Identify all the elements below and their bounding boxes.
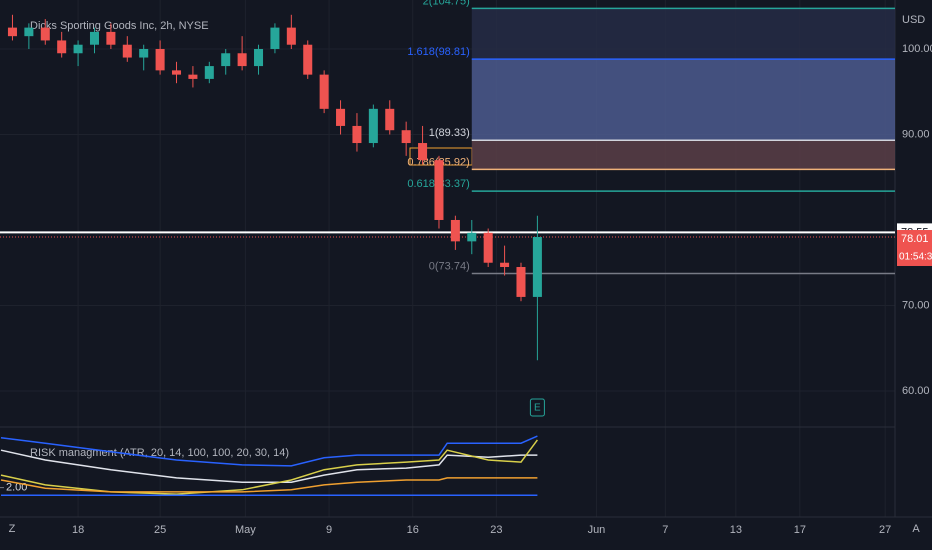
candle-body xyxy=(7,27,17,37)
candle-body xyxy=(270,27,280,49)
event-label: E xyxy=(534,403,541,414)
candle-body xyxy=(139,48,149,58)
candle-body xyxy=(483,232,493,263)
candle-body xyxy=(467,232,477,242)
candle-body xyxy=(73,44,83,54)
candle-body xyxy=(24,27,34,37)
indicator-line xyxy=(0,477,538,493)
candle-body xyxy=(188,74,198,79)
y-tick-label: 60.00 xyxy=(902,385,930,397)
countdown-label: 01:54:31 xyxy=(899,252,932,263)
x-tick-label: Jun xyxy=(588,524,606,536)
candle-body xyxy=(434,160,444,220)
y-tick-label: 70.00 xyxy=(902,299,930,311)
y-tick-label: 90.00 xyxy=(902,128,930,140)
y-tick-label: 100.00 xyxy=(902,43,932,55)
candle-body xyxy=(303,44,313,75)
fib-label: 1.618(98.81) xyxy=(407,46,469,58)
candle-body xyxy=(450,219,460,242)
candle-body xyxy=(155,48,165,71)
candle-body xyxy=(532,236,542,297)
candle-body xyxy=(122,44,132,58)
toolbar-button[interactable]: Z xyxy=(9,523,16,535)
x-tick-label: 13 xyxy=(730,524,742,536)
candle-body xyxy=(418,143,428,161)
indicator-line xyxy=(0,449,538,483)
price-tag xyxy=(897,229,932,266)
candle-body xyxy=(368,108,378,144)
candle-body xyxy=(57,40,67,54)
candle-body xyxy=(89,31,99,45)
x-tick-label: 27 xyxy=(879,524,891,536)
fib-zone xyxy=(471,140,895,170)
x-tick-label: 25 xyxy=(154,524,166,536)
candle-body xyxy=(385,108,395,131)
candle-body xyxy=(352,125,362,144)
fib-label: 2(104.75) xyxy=(423,0,470,7)
candle-body xyxy=(516,267,526,297)
candle-body xyxy=(500,262,510,268)
fib-label: 0(73.74) xyxy=(429,260,470,272)
candle-body xyxy=(286,27,296,45)
fib-zone xyxy=(471,8,895,60)
x-tick-label: 7 xyxy=(662,524,668,536)
chart-title: Dicks Sporting Goods Inc, 2h, NYSE xyxy=(30,20,209,32)
x-tick-label: 9 xyxy=(326,524,332,536)
fib-label: 1(89.33) xyxy=(429,127,470,139)
currency-label: USD xyxy=(902,14,925,26)
candle-body xyxy=(171,70,182,75)
toolbar-button[interactable]: A xyxy=(912,523,920,535)
x-tick-label: 18 xyxy=(72,524,84,536)
candle-body xyxy=(106,31,116,45)
fib-zone xyxy=(471,59,895,141)
candle-body xyxy=(221,53,231,67)
candle-body xyxy=(336,108,346,126)
candle-body xyxy=(237,53,247,67)
x-tick-label: May xyxy=(235,524,256,536)
indicator-line xyxy=(0,435,538,467)
candle-body xyxy=(40,27,50,41)
indicator-title: RISK managment (ATR, 20, 14, 100, 100, 2… xyxy=(30,447,289,459)
candle-body xyxy=(254,48,264,67)
x-tick-label: 17 xyxy=(794,524,806,536)
candle-body xyxy=(401,130,411,144)
candle-body xyxy=(319,74,329,109)
x-tick-label: 16 xyxy=(407,524,419,536)
last-price-label: 78.01 xyxy=(901,233,929,245)
event-marker xyxy=(529,398,545,417)
candle-body xyxy=(204,66,214,79)
x-tick-label: 23 xyxy=(490,524,502,536)
